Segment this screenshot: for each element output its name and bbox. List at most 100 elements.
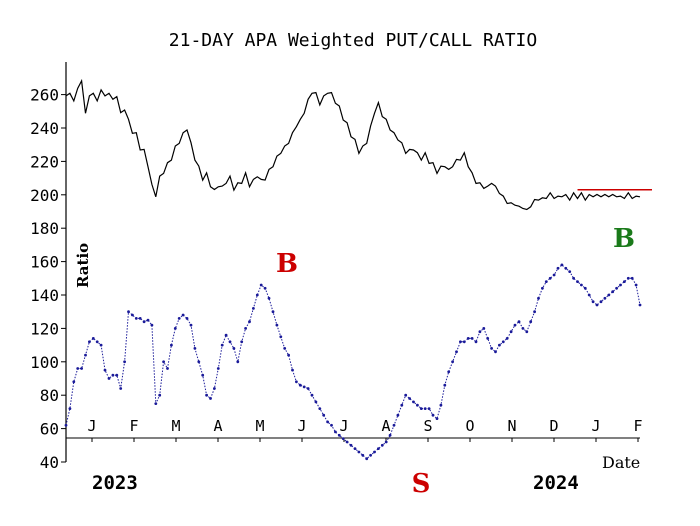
year-label-2024: 2024 — [533, 472, 579, 494]
ratio-point — [99, 343, 103, 347]
ratio-point — [123, 360, 126, 364]
ratio-point — [384, 440, 388, 444]
y-tick-label: 140 — [30, 286, 59, 305]
price-series — [65, 78, 641, 211]
ratio-point — [248, 320, 251, 324]
ratio-point — [470, 337, 474, 340]
ratio-point — [439, 403, 443, 407]
annotation-buy-1: B — [276, 249, 298, 279]
y-tick-label: 200 — [30, 186, 59, 205]
ratio-point — [353, 447, 357, 450]
ratio-point — [572, 276, 575, 280]
ratio-point — [560, 263, 564, 267]
x-axis-label: Date — [602, 453, 640, 472]
ratio-point — [287, 353, 290, 357]
ratio-point — [361, 453, 365, 457]
ratio-point — [611, 290, 615, 294]
ratio-point — [490, 347, 493, 350]
ratio-point — [462, 340, 466, 344]
ratio-point — [404, 393, 408, 397]
ratio-point — [318, 407, 322, 410]
ratio-point — [630, 276, 634, 280]
y-tick-label: 180 — [30, 219, 59, 238]
y-tick-label: 40 — [40, 453, 59, 472]
ratio-point — [322, 413, 326, 417]
ratio-point — [228, 340, 232, 344]
ratio-point — [107, 377, 111, 380]
ratio-point — [603, 296, 607, 300]
ratio-point — [173, 327, 177, 330]
price-line — [65, 78, 641, 211]
ratio-point — [291, 368, 294, 372]
y-tick-label: 60 — [40, 420, 59, 439]
ratio-point — [111, 373, 115, 377]
ratio-point — [509, 330, 513, 334]
ratio-point — [416, 403, 419, 407]
ratio-point — [607, 293, 611, 297]
ratio-point — [197, 360, 201, 364]
month-tick-label: J — [87, 417, 96, 435]
ratio-point — [146, 318, 150, 322]
ratio-point — [568, 270, 572, 273]
month-tick-label: N — [507, 417, 516, 435]
ratio-point — [513, 323, 517, 327]
annotation-sell: S — [412, 469, 431, 499]
ratio-point — [341, 437, 345, 440]
ratio-point — [64, 423, 68, 427]
month-tick-label: F — [129, 417, 138, 435]
y-tick-label: 160 — [30, 253, 59, 272]
ratio-point — [494, 350, 497, 354]
ratio-point — [263, 286, 267, 290]
ratio-point — [427, 407, 431, 410]
ratio-point — [115, 373, 119, 377]
ratio-point — [459, 340, 462, 344]
y-ticks: 40 60 80 100 120 140 160 180 200 220 240 260 — [30, 86, 66, 472]
ratio-point — [134, 317, 138, 320]
ratio-point — [189, 323, 193, 327]
y-tick-label: 120 — [30, 319, 59, 338]
month-tick-label: O — [465, 417, 474, 435]
ratio-point — [271, 310, 275, 314]
ratio-point — [244, 327, 248, 330]
ratio-point — [131, 313, 134, 317]
ratio-point — [447, 370, 451, 374]
ratio-point — [150, 323, 154, 327]
ratio-point — [431, 413, 435, 417]
ratio-point — [634, 283, 638, 287]
ratio-point — [213, 387, 216, 390]
ratio-point — [240, 340, 244, 344]
ratio-point — [388, 433, 392, 437]
ratio-point — [537, 296, 540, 300]
month-tick-label: A — [213, 417, 222, 435]
ratio-point — [283, 347, 287, 350]
ratio-point — [583, 286, 587, 290]
ratio-point — [337, 433, 341, 437]
ratio-point — [615, 286, 618, 290]
ratio-point — [369, 453, 372, 457]
ratio-point — [209, 397, 212, 400]
ratio-point — [595, 303, 599, 307]
ratio-point — [158, 393, 162, 397]
ratio-point — [220, 343, 224, 347]
ratio-point — [377, 447, 380, 450]
ratio-point — [279, 335, 283, 339]
ratio-point — [482, 327, 486, 330]
month-tick-label: D — [549, 417, 558, 435]
ratio-point — [95, 340, 99, 344]
ratio-point — [91, 337, 95, 340]
ratio-point — [349, 443, 353, 447]
ratio-point — [587, 293, 591, 297]
ratio-point — [88, 340, 91, 344]
ratio-point — [72, 380, 76, 384]
ratio-point — [275, 323, 279, 327]
ratio-point — [408, 397, 411, 400]
month-tick-label: M — [255, 417, 264, 435]
ratio-point — [517, 320, 521, 324]
ratio-point — [599, 300, 603, 304]
ratio-point — [138, 317, 142, 320]
month-tick-label: J — [339, 417, 348, 435]
ratio-point — [373, 450, 376, 454]
ratio-point — [396, 413, 400, 417]
